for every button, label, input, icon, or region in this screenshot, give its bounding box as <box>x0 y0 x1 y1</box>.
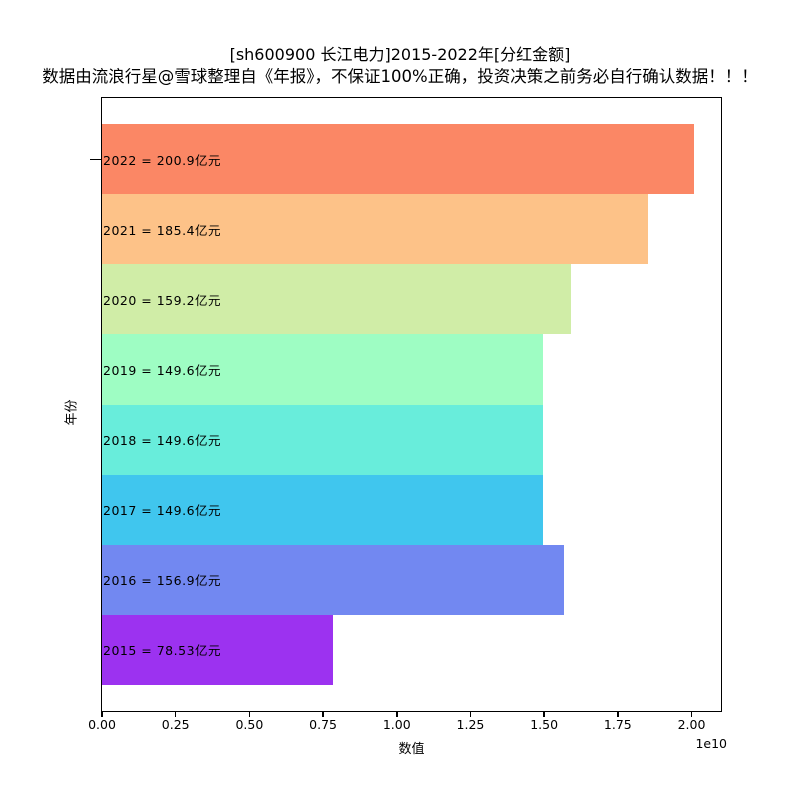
bar-2018: 2018 = 149.6亿元 <box>102 404 543 475</box>
bar-2020: 2020 = 159.2亿元 <box>102 264 572 335</box>
x-tick-mark-1.75 <box>617 711 619 717</box>
bar-label-2016: 2016 = 156.9亿元 <box>103 573 222 589</box>
x-tick-label-1.50: 1.50 <box>530 717 559 732</box>
x-axis-offset-label: 1e10 <box>695 736 727 751</box>
bar-label-2019: 2019 = 149.6亿元 <box>103 362 222 378</box>
bar-2021: 2021 = 185.4亿元 <box>102 194 649 265</box>
x-tick-label-0.00: 0.00 <box>88 717 116 732</box>
x-tick-mark-1.00 <box>396 711 398 717</box>
bar-2019: 2019 = 149.6亿元 <box>102 334 543 405</box>
x-tick-label-2.00: 2.00 <box>677 717 706 732</box>
bar-label-2017: 2017 = 149.6亿元 <box>103 503 222 519</box>
x-tick-label-1.00: 1.00 <box>382 717 411 732</box>
bar-2022: 2022 = 200.9亿元 <box>102 124 695 195</box>
y-axis-label: 年份 <box>64 399 80 426</box>
x-tick-label-0.50: 0.50 <box>235 717 264 732</box>
x-tick-label-0.75: 0.75 <box>309 717 337 732</box>
chart-title: [sh600900 长江电力]2015-2022年[分红金额] <box>229 45 571 64</box>
bar-label-2015: 2015 = 78.53亿元 <box>103 643 222 659</box>
bar-2016: 2016 = 156.9亿元 <box>102 544 565 615</box>
x-tick-mark-2.00 <box>690 711 693 717</box>
x-tick-mark-1.50 <box>543 711 545 717</box>
x-tick-mark-0.00 <box>101 711 103 717</box>
x-tick-mark-0.25 <box>174 711 177 717</box>
y-tick-mark <box>90 158 101 160</box>
x-tick-mark-0.50 <box>248 711 251 717</box>
chart-subtitle: 数据由流浪行星@雪球整理自《年报》，不保证100%正确，投资决策之前务必自行确认… <box>42 67 758 86</box>
x-tick-label-1.25: 1.25 <box>456 717 485 732</box>
x-tick-mark-1.25 <box>469 711 472 717</box>
x-tick-label-1.75: 1.75 <box>603 717 632 732</box>
x-tick-mark-0.75 <box>322 711 324 717</box>
bar-label-2021: 2021 = 185.4亿元 <box>103 222 222 238</box>
bar-2017: 2017 = 149.6亿元 <box>102 474 543 545</box>
bar-2015: 2015 = 78.53亿元 <box>102 614 334 685</box>
bar-label-2020: 2020 = 159.2亿元 <box>103 292 222 308</box>
x-tick-label-0.25: 0.25 <box>161 717 190 732</box>
bar-label-2018: 2018 = 149.6亿元 <box>103 433 222 449</box>
bar-label-2022: 2022 = 200.9亿元 <box>103 152 222 168</box>
x-axis-label: 数值 <box>398 742 425 757</box>
